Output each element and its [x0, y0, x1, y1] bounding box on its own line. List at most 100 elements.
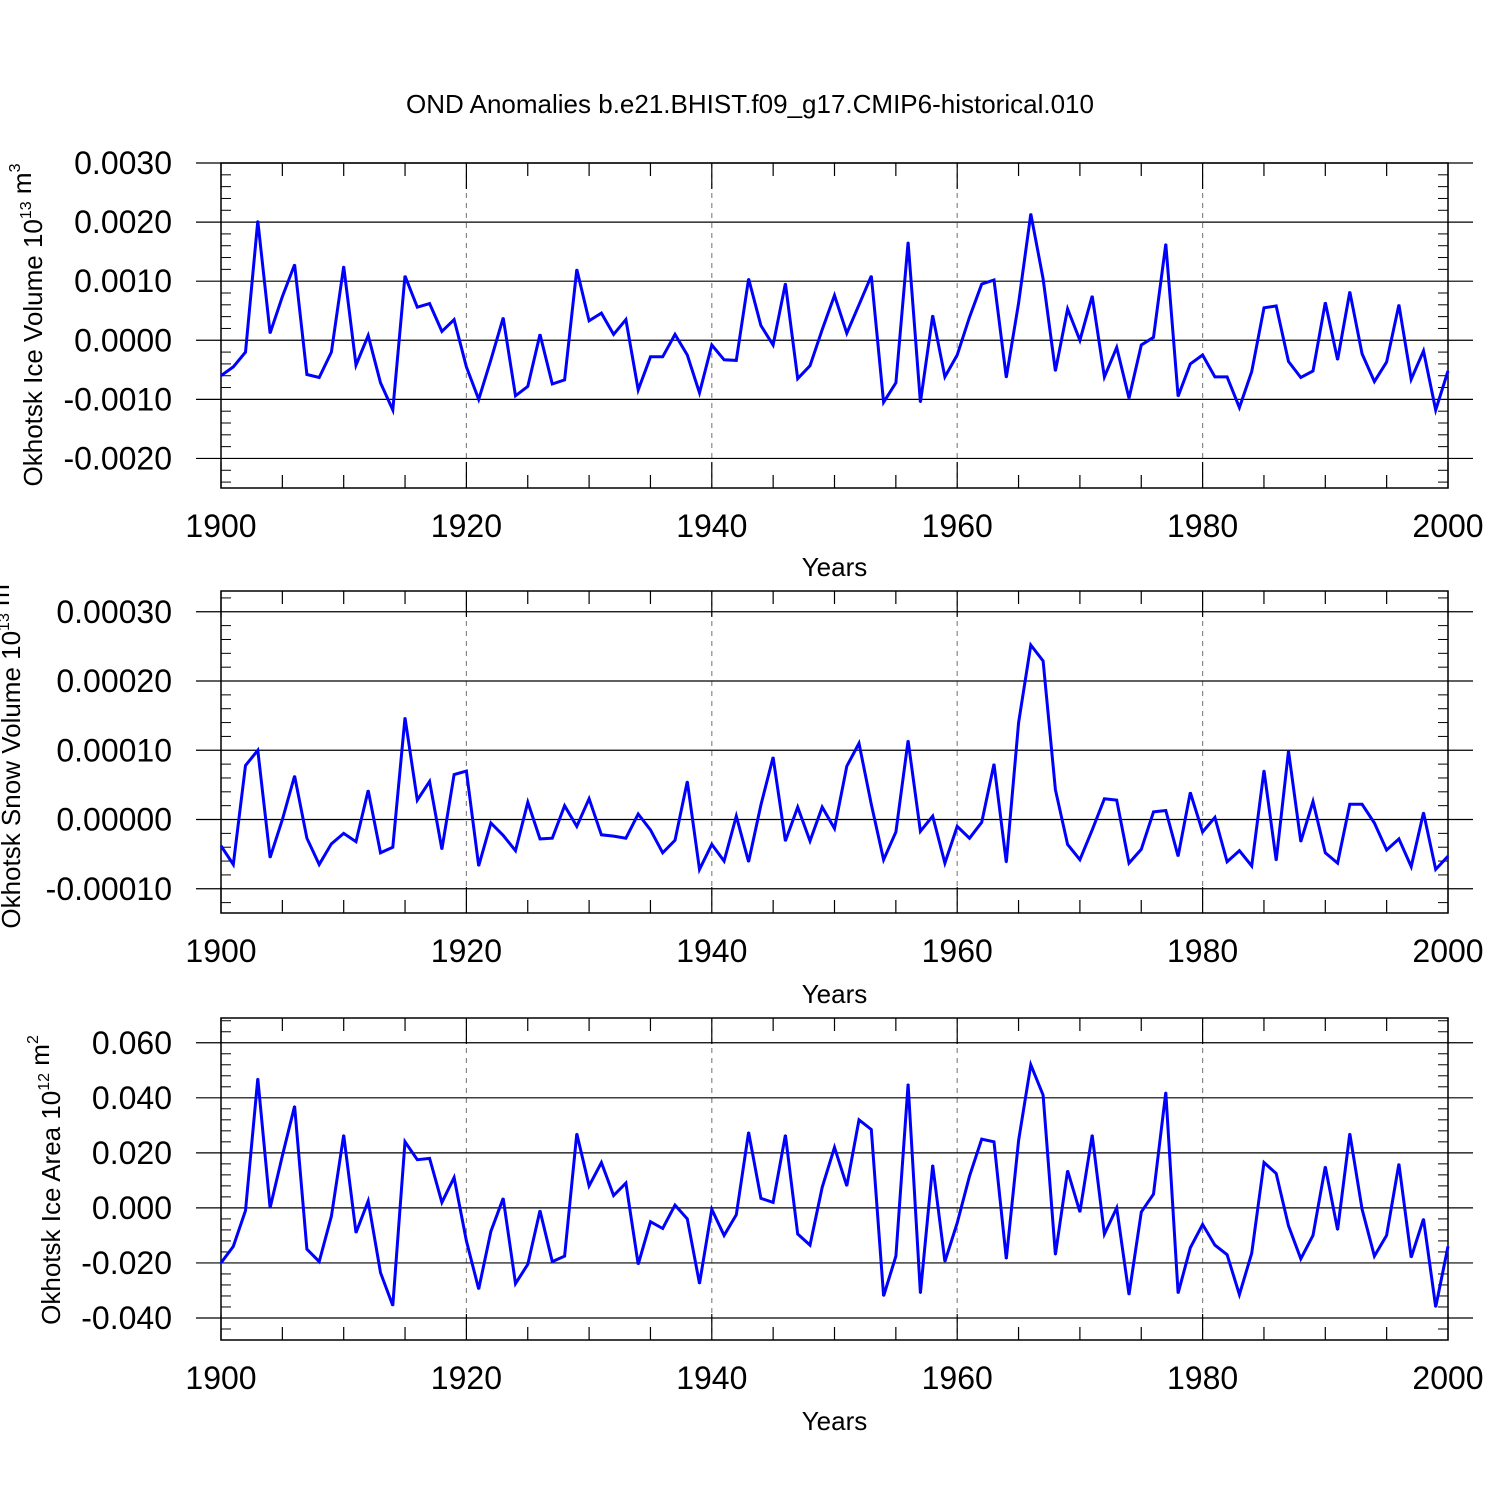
- data-point: [490, 1230, 492, 1233]
- data-point: [355, 364, 357, 366]
- data-point: [355, 1231, 357, 1234]
- data-point: [796, 1233, 799, 1235]
- data-point: [1410, 865, 1412, 868]
- data-point: [514, 1282, 517, 1285]
- x-tick-label: 1960: [922, 1360, 993, 1396]
- data-point: [1385, 1234, 1388, 1237]
- y-axis-label-text: Okhotsk Ice Volume 10: [18, 219, 48, 486]
- data-point: [1201, 354, 1204, 356]
- data-point: [968, 837, 971, 839]
- x-tick-label: 1920: [431, 508, 502, 544]
- data-point: [1226, 376, 1228, 378]
- data-point: [453, 773, 455, 776]
- data-point: [269, 856, 271, 859]
- data-point: [784, 1134, 787, 1136]
- data-point: [404, 275, 406, 277]
- x-tick-label: 1980: [1167, 933, 1238, 969]
- data-point: [1275, 859, 1277, 862]
- data-point: [392, 409, 394, 411]
- data-point: [1373, 380, 1376, 383]
- data-point: [490, 359, 492, 361]
- data-point: [944, 1260, 946, 1263]
- data-point: [993, 1141, 995, 1143]
- data-point: [895, 1255, 897, 1257]
- data-point: [355, 840, 357, 843]
- data-point: [735, 359, 738, 362]
- data-point: [293, 263, 296, 266]
- data-point: [441, 848, 443, 851]
- x-tick-label: 1900: [185, 508, 256, 544]
- x-tick-label: 1900: [185, 933, 256, 969]
- data-point: [833, 1146, 836, 1149]
- data-point: [379, 382, 382, 384]
- data-point: [539, 333, 541, 336]
- data-point: [858, 304, 860, 306]
- data-point: [1263, 1161, 1265, 1164]
- y-axis-label-text: Okhotsk Snow Volume 10: [0, 631, 26, 929]
- data-point: [760, 324, 762, 327]
- data-point: [1422, 811, 1425, 814]
- y-tick-label: 0.000: [92, 1190, 172, 1226]
- data-point: [281, 818, 284, 821]
- data-point: [796, 377, 799, 380]
- data-point: [1300, 1258, 1302, 1260]
- data-point: [882, 858, 885, 861]
- data-point: [269, 332, 271, 335]
- data-point: [1447, 855, 1449, 857]
- y-axis-unit-exponent: 12: [36, 1073, 53, 1091]
- data-point: [527, 801, 529, 803]
- data-point: [244, 351, 247, 353]
- data-point: [637, 813, 639, 815]
- panels: 1900 1920 1940 1960 1980 2000 -0.0020 -0.0010 0.…: [0, 145, 1484, 1436]
- data-point: [674, 333, 676, 336]
- data-point: [1201, 1223, 1204, 1226]
- data-point: [539, 1209, 541, 1212]
- data-point: [1361, 803, 1363, 806]
- data-point: [944, 376, 946, 378]
- data-point: [1140, 848, 1143, 851]
- data-point: [1017, 302, 1020, 304]
- data-point: [551, 837, 554, 839]
- data-point: [674, 839, 676, 842]
- data-point: [1287, 360, 1290, 363]
- data-point: [919, 401, 922, 404]
- data-point: [1091, 295, 1093, 297]
- data-point: [551, 1260, 554, 1263]
- data-point: [306, 837, 308, 839]
- data-point: [661, 1227, 664, 1230]
- data-point: [858, 742, 860, 745]
- x-axis-label: Years: [802, 1406, 868, 1436]
- data-point: [1128, 862, 1130, 864]
- data-point: [1054, 1253, 1057, 1256]
- data-point: [1275, 305, 1277, 307]
- data-point: [1152, 811, 1155, 813]
- data-point: [1103, 1233, 1106, 1235]
- data-point: [1066, 843, 1069, 846]
- y-tick-label: -0.00010: [46, 871, 172, 907]
- data-point: [882, 401, 885, 404]
- data-point: [232, 1245, 235, 1248]
- data-point: [1250, 370, 1253, 373]
- y-tick-label: 0.00000: [56, 802, 172, 838]
- data-point: [846, 765, 848, 767]
- data-point: [342, 1134, 345, 1136]
- data-point: [379, 852, 382, 854]
- data-point: [514, 395, 517, 397]
- data-point: [257, 220, 259, 222]
- data-point: [342, 265, 345, 268]
- data-point: [600, 312, 603, 314]
- data-point: [465, 770, 468, 772]
- data-point: [1005, 861, 1008, 864]
- data-point: [392, 846, 394, 848]
- data-point: [244, 1209, 247, 1212]
- data-point: [330, 351, 333, 353]
- data-point: [968, 316, 971, 319]
- data-point: [220, 845, 222, 847]
- y-tick-label: 0.060: [92, 1025, 172, 1061]
- data-point: [711, 344, 713, 346]
- data-point: [1434, 868, 1437, 871]
- y-axis-label-text: m: [7, 172, 37, 201]
- x-tick-label: 1940: [676, 933, 747, 969]
- data-point: [1349, 1132, 1351, 1135]
